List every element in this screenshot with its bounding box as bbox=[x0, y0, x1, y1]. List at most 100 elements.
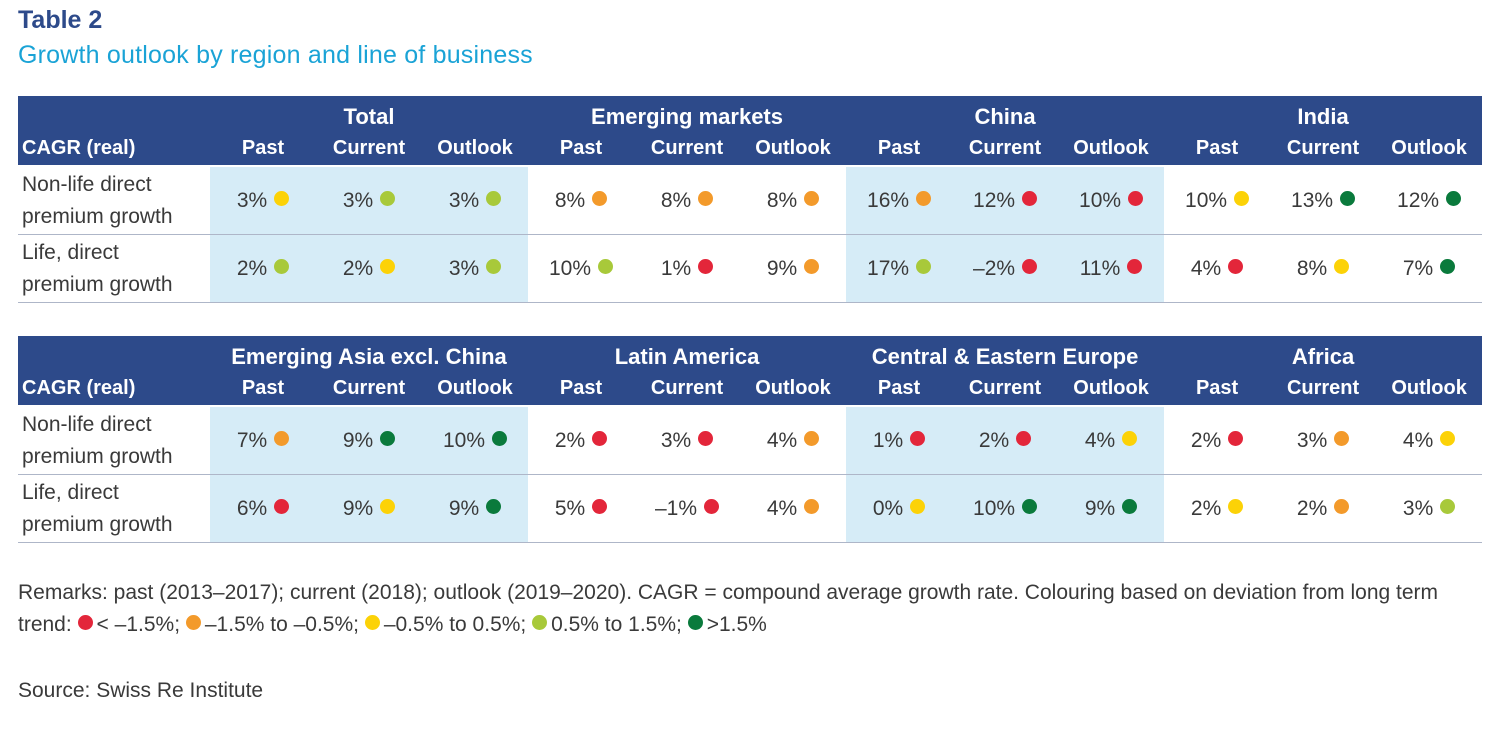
yellow-dot-icon bbox=[274, 190, 290, 206]
legend-item: –1.5% to –0.5%; bbox=[185, 613, 359, 636]
region-header: Latin America bbox=[528, 336, 847, 371]
table-cell: 2% bbox=[952, 406, 1059, 475]
table-cell: 9% bbox=[740, 234, 847, 303]
cell-value: 3% bbox=[1402, 496, 1434, 520]
cell-value: 4% bbox=[1190, 256, 1222, 280]
cell-value: 3% bbox=[448, 188, 480, 212]
row-label-line: Non-life direct bbox=[22, 412, 152, 436]
table-cell: 7% bbox=[210, 406, 316, 475]
cell-value: 4% bbox=[1084, 428, 1116, 452]
cell-value: 8% bbox=[554, 188, 586, 212]
table-cell: 17% bbox=[846, 234, 953, 303]
lightgreen-dot-icon bbox=[486, 190, 502, 206]
table-cell: 9% bbox=[1058, 474, 1165, 543]
period-header: Outlook bbox=[1058, 131, 1165, 167]
red-dot-icon bbox=[1128, 190, 1144, 206]
orange-dot-icon bbox=[804, 258, 820, 274]
table-subtitle: Growth outlook by region and line of bus… bbox=[18, 41, 533, 69]
lightgreen-dot-icon bbox=[274, 258, 290, 274]
period-header: Outlook bbox=[740, 371, 847, 407]
yellow-dot-icon bbox=[380, 258, 396, 274]
period-header: Outlook bbox=[1058, 371, 1165, 407]
region-header: Total bbox=[210, 96, 529, 131]
table-cell: 3% bbox=[316, 166, 422, 235]
period-header: Outlook bbox=[422, 131, 529, 167]
table-cell: 3% bbox=[634, 406, 741, 475]
cell-value: 12% bbox=[1397, 188, 1440, 212]
cell-value: –1% bbox=[655, 496, 698, 520]
region-header: Africa bbox=[1164, 336, 1483, 371]
cell-value: 2% bbox=[1190, 428, 1222, 452]
table-cell: 9% bbox=[422, 474, 529, 543]
table-cell: 1% bbox=[846, 406, 953, 475]
header-corner bbox=[18, 96, 210, 131]
lightgreen-legend-dot-icon bbox=[532, 615, 548, 630]
cell-value: 10% bbox=[1079, 188, 1122, 212]
orange-dot-icon bbox=[804, 190, 820, 206]
cell-value: 6% bbox=[236, 496, 268, 520]
legend-label: 0.5% to 1.5%; bbox=[551, 613, 682, 636]
table-cell: 10% bbox=[1164, 166, 1271, 235]
period-header: Current bbox=[316, 371, 422, 407]
cell-value: 17% bbox=[867, 256, 910, 280]
table-cell: 4% bbox=[740, 406, 847, 475]
red-dot-icon bbox=[592, 498, 608, 514]
orange-legend-dot-icon bbox=[185, 615, 201, 630]
orange-dot-icon bbox=[274, 430, 290, 446]
red-legend-dot-icon bbox=[77, 615, 93, 630]
darkgreen-dot-icon bbox=[1446, 190, 1462, 206]
table-cell: 12% bbox=[952, 166, 1059, 235]
cell-value: 12% bbox=[973, 188, 1016, 212]
cell-value: 16% bbox=[867, 188, 910, 212]
period-header: Past bbox=[1164, 131, 1271, 167]
yellow-dot-icon bbox=[1234, 190, 1250, 206]
table-cell: 1% bbox=[634, 234, 741, 303]
yellow-dot-icon bbox=[1334, 258, 1350, 274]
orange-dot-icon bbox=[804, 430, 820, 446]
table-cell: 10% bbox=[1058, 166, 1165, 235]
row-label: Non-life direct premium growth bbox=[18, 166, 210, 235]
period-header: Past bbox=[846, 371, 953, 407]
remarks-text: Remarks: past (2013–2017); current (2018… bbox=[18, 581, 1439, 636]
period-header: Past bbox=[210, 371, 316, 407]
table-cell: 5% bbox=[528, 474, 635, 543]
row-label-line: premium growth bbox=[22, 204, 173, 228]
lightgreen-dot-icon bbox=[598, 258, 614, 274]
region-header: Emerging markets bbox=[528, 96, 847, 131]
period-header: Past bbox=[1164, 371, 1271, 407]
red-dot-icon bbox=[698, 258, 714, 274]
legend-item: –0.5% to 0.5%; bbox=[364, 613, 527, 636]
period-header: Current bbox=[316, 131, 422, 167]
red-dot-icon bbox=[1022, 258, 1038, 274]
cell-value: 10% bbox=[442, 428, 486, 452]
legend-item: 0.5% to 1.5%; bbox=[532, 613, 682, 636]
table-row: Non-life direct premium growth 7% 9% 10% 2% 3%… bbox=[18, 406, 1483, 475]
period-header: Past bbox=[528, 371, 635, 407]
cell-value: 7% bbox=[1402, 256, 1434, 280]
period-header: Past bbox=[210, 131, 316, 167]
table-cell: 4% bbox=[1164, 234, 1271, 303]
cell-value: 9% bbox=[448, 496, 480, 520]
row-label-line: Life, direct bbox=[22, 240, 119, 264]
red-dot-icon bbox=[1228, 430, 1244, 446]
orange-dot-icon bbox=[592, 190, 608, 206]
cell-value: 10% bbox=[1185, 188, 1228, 212]
yellow-legend-dot-icon bbox=[364, 615, 380, 630]
row-label-line: premium growth bbox=[22, 272, 173, 296]
period-header: Current bbox=[952, 371, 1059, 407]
table-cell: 2% bbox=[1164, 474, 1271, 543]
table-cell: 8% bbox=[740, 166, 847, 235]
period-header: Current bbox=[1270, 371, 1377, 407]
cell-value: 3% bbox=[236, 188, 268, 212]
cell-value: 1% bbox=[660, 256, 692, 280]
yellow-dot-icon bbox=[1440, 430, 1456, 446]
cell-value: 5% bbox=[554, 496, 586, 520]
table-row: Life, direct premium growth 6% 9% 9% 5% –1% 4% 0… bbox=[18, 474, 1483, 543]
row-label-line: premium growth bbox=[22, 444, 173, 468]
darkgreen-dot-icon bbox=[380, 430, 396, 446]
orange-dot-icon bbox=[1334, 498, 1350, 514]
red-dot-icon bbox=[1228, 258, 1244, 274]
region-header: Emerging Asia excl. China bbox=[210, 336, 529, 371]
legend-label: –0.5% to 0.5%; bbox=[383, 613, 527, 636]
period-header: Outlook bbox=[740, 131, 847, 167]
